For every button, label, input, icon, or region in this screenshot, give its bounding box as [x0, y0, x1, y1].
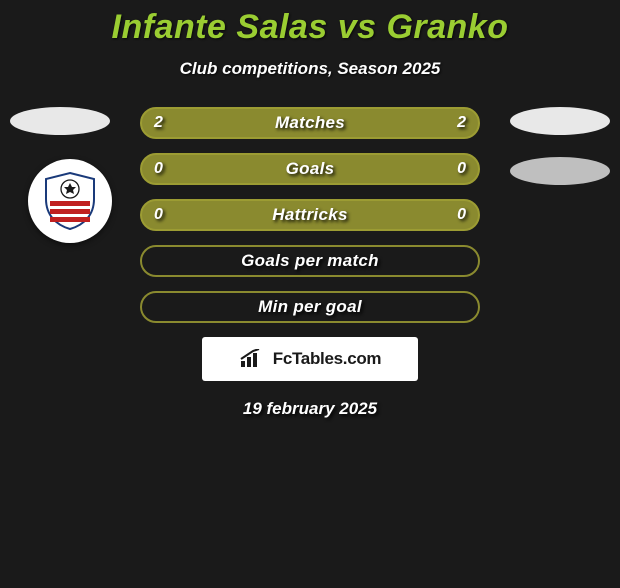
stat-bars: 2 Matches 2 0 Goals 0 0 Hattricks 0 Goal… [140, 107, 480, 323]
stat-right-value: 2 [457, 114, 466, 132]
stat-row-matches: 2 Matches 2 [140, 107, 480, 139]
branding-text: FcTables.com [273, 349, 382, 369]
stat-row-goals: 0 Goals 0 [140, 153, 480, 185]
stat-label: Matches [275, 113, 345, 133]
player-right-ellipse-icon [510, 107, 610, 135]
stat-right-value: 0 [457, 160, 466, 178]
stat-label: Goals [286, 159, 335, 179]
stat-row-min-per-goal: Min per goal [140, 291, 480, 323]
stat-label: Goals per match [241, 251, 379, 271]
stat-row-goals-per-match: Goals per match [140, 245, 480, 277]
page-subtitle: Club competitions, Season 2025 [0, 59, 620, 79]
stat-row-hattricks: 0 Hattricks 0 [140, 199, 480, 231]
stat-left-value: 0 [154, 206, 163, 224]
stat-label: Hattricks [272, 205, 347, 225]
player-right-ellipse-secondary-icon [510, 157, 610, 185]
stat-label: Min per goal [258, 297, 362, 317]
page-title: Infante Salas vs Granko [0, 8, 620, 47]
branding-badge: FcTables.com [202, 337, 418, 381]
club-badge-left-icon [28, 159, 112, 243]
chart-icon [239, 349, 267, 369]
stat-left-value: 2 [154, 114, 163, 132]
player-left-ellipse-icon [10, 107, 110, 135]
stat-left-value: 0 [154, 160, 163, 178]
stat-right-value: 0 [457, 206, 466, 224]
date-text: 19 february 2025 [0, 399, 620, 419]
comparison-panel: 2 Matches 2 0 Goals 0 0 Hattricks 0 Goal… [0, 107, 620, 419]
